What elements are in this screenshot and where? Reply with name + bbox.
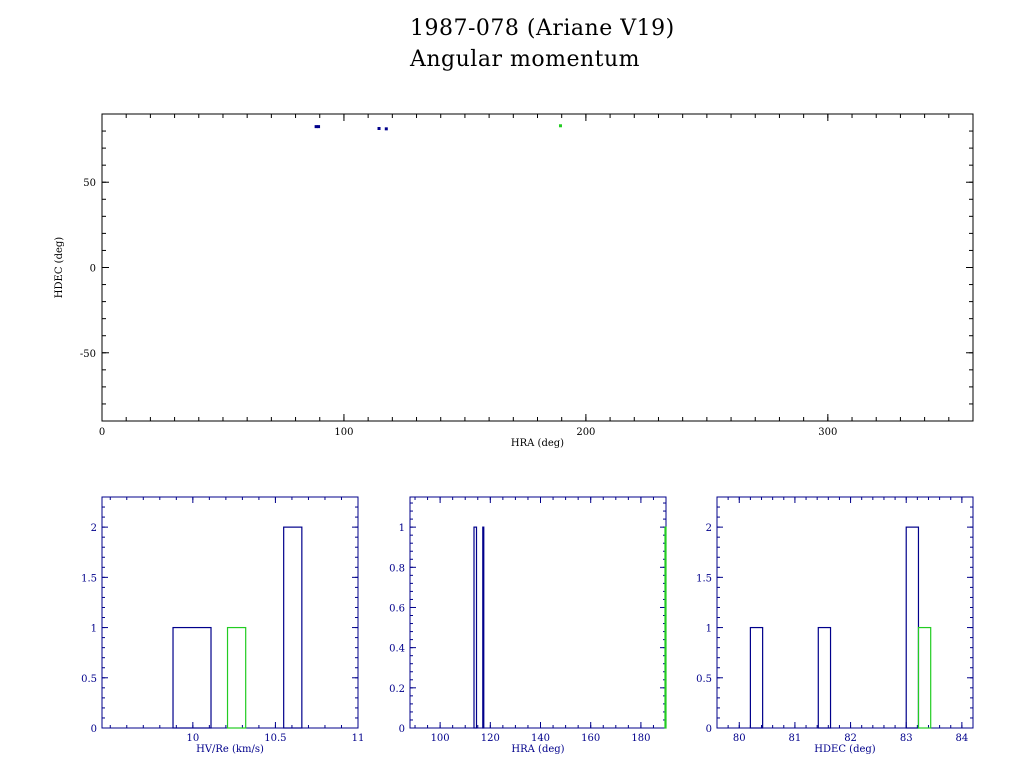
x-tick-label: 84 <box>956 733 969 744</box>
y-tick-label: 0.5 <box>696 674 712 685</box>
scatter-point <box>317 125 321 129</box>
x-axis-label: HRA (deg) <box>511 438 564 449</box>
x-tick-label: 80 <box>733 733 746 744</box>
histogram-bar <box>283 526 303 729</box>
y-tick-label: 0.5 <box>81 674 97 685</box>
x-tick-label: 10.5 <box>264 733 286 744</box>
x-axis-label: HV/Re (km/s) <box>196 744 264 755</box>
histogram-bar <box>226 626 247 729</box>
y-tick-label: 2 <box>706 523 712 534</box>
y-tick-label: 0.4 <box>389 644 405 655</box>
plot-frame-1 <box>101 496 359 729</box>
scatter-point <box>384 127 388 131</box>
x-tick-label: 200 <box>576 427 595 438</box>
plot-frame-0 <box>101 113 974 422</box>
histogram-bar <box>817 626 832 729</box>
y-tick-label: 1.5 <box>81 573 97 584</box>
plot-frame-3 <box>716 496 974 729</box>
y-axis-label: HDEC (deg) <box>54 237 65 298</box>
x-tick-label: 83 <box>900 733 913 744</box>
histogram-bar <box>664 526 667 729</box>
x-tick-label: 81 <box>789 733 802 744</box>
histogram-bar <box>917 626 932 729</box>
y-tick-label: 1 <box>91 624 97 635</box>
x-tick-label: 140 <box>531 733 550 744</box>
y-tick-label: 0 <box>91 724 97 735</box>
histogram-bar <box>905 526 920 729</box>
x-tick-label: 82 <box>844 733 857 744</box>
x-axis-label: HDEC (deg) <box>814 744 875 755</box>
x-tick-label: 160 <box>581 733 600 744</box>
x-axis-label: HRA (deg) <box>511 744 564 755</box>
histogram-bar <box>749 626 764 729</box>
plot-frame-2 <box>409 496 667 729</box>
histogram-bar <box>473 526 478 729</box>
scatter-point <box>314 125 318 129</box>
y-tick-label: 0 <box>90 264 96 275</box>
chart-subtitle: Angular momentum <box>410 47 640 72</box>
y-tick-label: 0.8 <box>389 563 405 574</box>
x-tick-label: 100 <box>431 733 450 744</box>
x-tick-label: 11 <box>352 733 365 744</box>
y-tick-label: -50 <box>80 349 96 360</box>
histogram-bar <box>172 626 212 729</box>
y-tick-label: 50 <box>83 178 96 189</box>
chart-title: 1987-078 (Ariane V19) <box>410 16 675 41</box>
x-tick-label: 180 <box>631 733 650 744</box>
scatter-point <box>377 126 381 130</box>
y-tick-label: 1.5 <box>696 573 712 584</box>
y-tick-label: 2 <box>91 523 97 534</box>
x-tick-label: 300 <box>818 427 837 438</box>
y-tick-label: 0 <box>399 724 405 735</box>
y-tick-label: 1 <box>399 523 405 534</box>
histogram-bar <box>482 526 485 729</box>
x-tick-label: 120 <box>481 733 500 744</box>
x-tick-label: 10 <box>186 733 199 744</box>
y-tick-label: 1 <box>706 624 712 635</box>
y-tick-label: 0 <box>706 724 712 735</box>
x-tick-label: 0 <box>99 427 105 438</box>
scatter-point <box>558 124 562 128</box>
y-tick-label: 0.2 <box>389 684 405 695</box>
y-tick-label: 0.6 <box>389 603 405 614</box>
x-tick-label: 100 <box>334 427 353 438</box>
